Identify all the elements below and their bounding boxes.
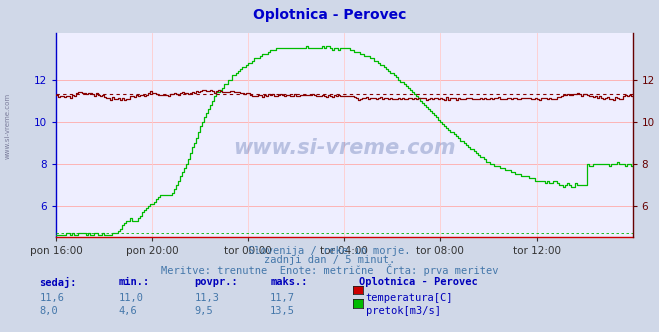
- Text: 13,5: 13,5: [270, 306, 295, 316]
- Text: 11,7: 11,7: [270, 293, 295, 303]
- Text: temperatura[C]: temperatura[C]: [366, 293, 453, 303]
- Text: zadnji dan / 5 minut.: zadnji dan / 5 minut.: [264, 255, 395, 265]
- Text: Oplotnica - Perovec: Oplotnica - Perovec: [253, 8, 406, 22]
- Text: 4,6: 4,6: [119, 306, 137, 316]
- Text: www.si-vreme.com: www.si-vreme.com: [233, 137, 455, 158]
- Text: povpr.:: povpr.:: [194, 277, 238, 287]
- Text: 11,0: 11,0: [119, 293, 144, 303]
- Text: 9,5: 9,5: [194, 306, 213, 316]
- Text: maks.:: maks.:: [270, 277, 308, 287]
- Text: sedaj:: sedaj:: [40, 277, 77, 288]
- Text: min.:: min.:: [119, 277, 150, 287]
- Text: Oplotnica - Perovec: Oplotnica - Perovec: [359, 277, 478, 287]
- Text: www.si-vreme.com: www.si-vreme.com: [5, 93, 11, 159]
- Text: Meritve: trenutne  Enote: metrične  Črta: prva meritev: Meritve: trenutne Enote: metrične Črta: …: [161, 264, 498, 276]
- Text: 11,3: 11,3: [194, 293, 219, 303]
- Text: 8,0: 8,0: [40, 306, 58, 316]
- Text: pretok[m3/s]: pretok[m3/s]: [366, 306, 441, 316]
- Text: Slovenija / reke in morje.: Slovenija / reke in morje.: [248, 246, 411, 256]
- Text: 11,6: 11,6: [40, 293, 65, 303]
